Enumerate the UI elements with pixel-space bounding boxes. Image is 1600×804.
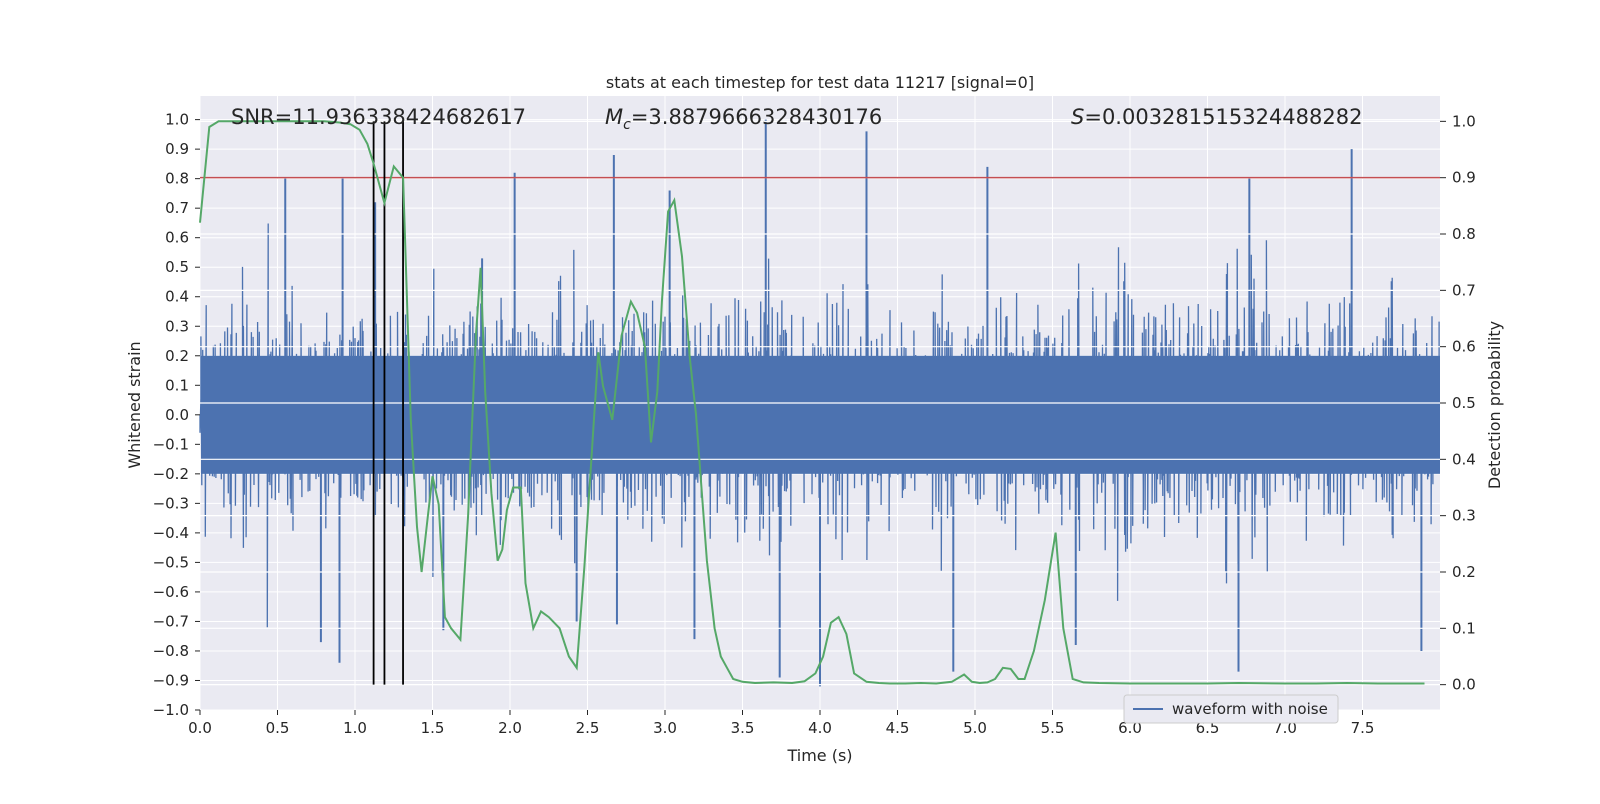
chart-title: stats at each timestep for test data 112…: [606, 73, 1034, 92]
y-right-tick-label: 0.3: [1452, 507, 1476, 525]
x-tick-label: 5.5: [1041, 719, 1065, 737]
x-tick-label: 2.0: [498, 719, 522, 737]
y-left-axis-label: Whitened strain: [125, 341, 144, 468]
y-right-tick-label: 0.5: [1452, 394, 1476, 412]
x-tick-label: 2.5: [576, 719, 600, 737]
x-tick-label: 0.5: [266, 719, 290, 737]
x-tick-label: 5.0: [963, 719, 987, 737]
y-right-tick-label: 0.4: [1452, 450, 1476, 468]
probability-series-line: [199, 120, 1425, 685]
y-right-tick-label: 0.7: [1452, 281, 1476, 299]
mc-symbol: M: [605, 105, 623, 129]
y-left-tick-label: −0.5: [153, 553, 189, 571]
x-tick-label: 3.0: [653, 719, 677, 737]
y-left-tick-label: 0.2: [165, 347, 189, 365]
y-left-tick-label: 0.8: [165, 170, 189, 188]
y-left-ticks: −1.0 −0.9 −0.8 −0.7 −0.6 −0.5 −0.4 −0.3 −0.2 −0.1…: [153, 111, 200, 719]
y-left-tick-label: 1.0: [165, 111, 189, 129]
y-left-tick-label: −0.8: [153, 642, 189, 660]
waveform-series: [199, 119, 1440, 687]
y-right-tick-label: 0.6: [1452, 338, 1476, 356]
y-left-tick-label: 0.7: [165, 199, 189, 217]
snr-annotation: SNR=11.936338424682617: [231, 105, 526, 129]
chirp-mass-annotation: Mc=3.8879666328430176: [605, 105, 882, 133]
y-left-tick-label: −0.7: [153, 612, 189, 630]
x-axis-label: Time (s): [786, 746, 852, 765]
y-left-tick-label: 0.5: [165, 258, 189, 276]
y-right-tick-label: 0.1: [1452, 619, 1476, 637]
s-annotation: S=0.003281515324488282: [1071, 105, 1362, 129]
y-left-tick-label: −0.2: [153, 465, 189, 483]
y-left-tick-label: 0.1: [165, 376, 189, 394]
vertical-markers: [372, 121, 404, 685]
x-tick-label: 1.5: [421, 719, 445, 737]
y-right-tick-label: 0.2: [1452, 563, 1476, 581]
y-left-tick-label: 0.6: [165, 229, 189, 247]
y-right-tick-label: 0.0: [1452, 676, 1476, 694]
legend: waveform with noise: [1123, 694, 1339, 724]
y-left-tick-label: −0.1: [153, 435, 189, 453]
y-left-tick-label: 0.9: [165, 140, 189, 158]
x-tick-label: 4.5: [886, 719, 910, 737]
x-tick-label: 3.5: [731, 719, 755, 737]
y-left-tick-label: −0.4: [153, 524, 189, 542]
y-right-ticks: 0.0 0.1 0.2 0.3 0.4 0.5 0.6 0.7 0.8 0.9 1.0: [1440, 112, 1476, 694]
y-left-tick-label: −1.0: [153, 701, 189, 719]
s-value: =0.003281515324488282: [1084, 105, 1362, 129]
legend-label: waveform with noise: [1172, 700, 1328, 718]
y-right-axis-label: Detection probability: [1485, 321, 1504, 489]
mc-value: =3.8879666328430176: [631, 105, 882, 129]
x-tick-label: 4.0: [808, 719, 832, 737]
y-left-tick-label: 0.4: [165, 288, 189, 306]
x-tick-label: 7.5: [1351, 719, 1375, 737]
y-left-tick-label: −0.9: [153, 671, 189, 689]
legend-box: [1123, 694, 1339, 724]
x-tick-label: 1.0: [343, 719, 367, 737]
y-left-tick-label: 0.3: [165, 317, 189, 335]
y-left-tick-label: −0.3: [153, 494, 189, 512]
mc-subscript: c: [623, 117, 631, 133]
y-right-tick-label: 0.9: [1452, 169, 1476, 187]
y-left-tick-label: 0.0: [165, 406, 189, 424]
y-right-tick-label: 0.8: [1452, 225, 1476, 243]
s-symbol: S: [1071, 105, 1084, 129]
y-right-tick-label: 1.0: [1452, 112, 1476, 130]
x-tick-label: 0.0: [188, 719, 212, 737]
y-left-tick-label: −0.6: [153, 583, 189, 601]
